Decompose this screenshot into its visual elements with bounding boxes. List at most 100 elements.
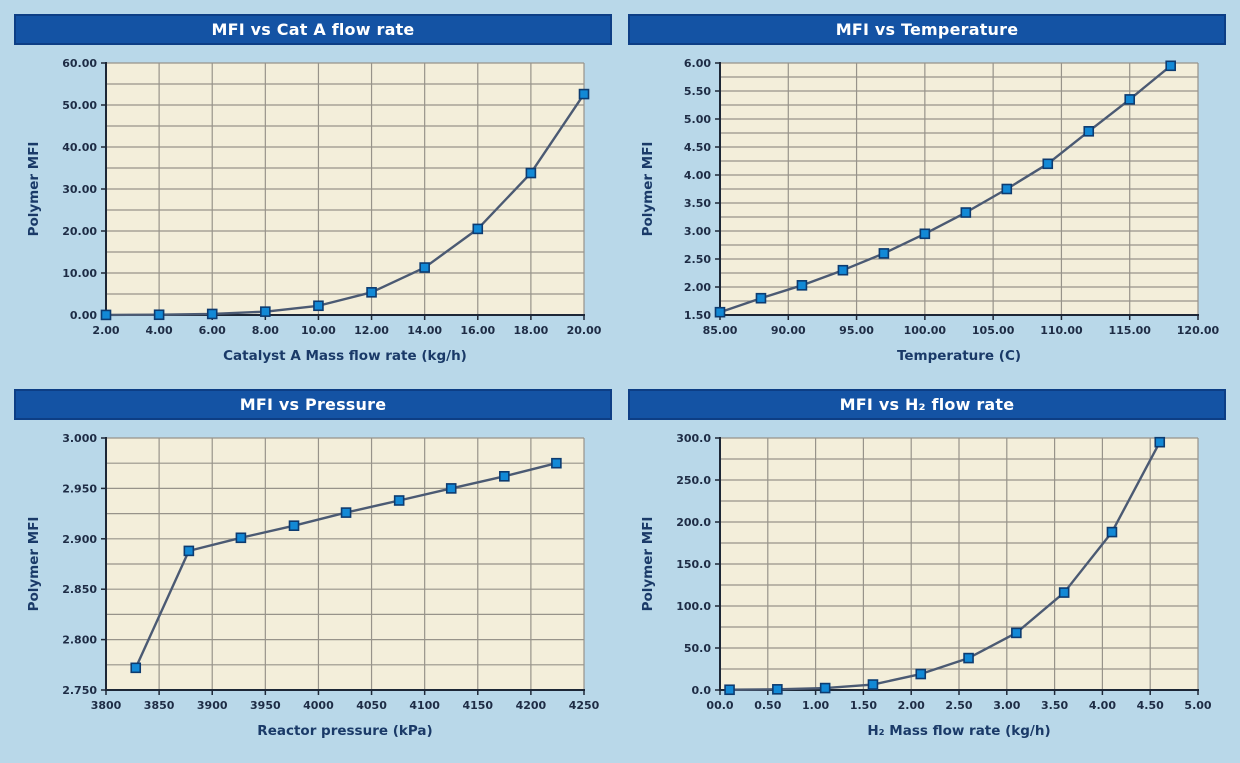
x-axis-title: Temperature (C): [897, 348, 1021, 364]
x-tick-label: 4200: [516, 699, 547, 712]
chart-title: MFI vs Cat A flow rate: [211, 20, 415, 39]
data-point-marker: [419, 262, 430, 273]
y-tick-label: 2.800: [62, 633, 97, 646]
x-tick-label: 8.00: [252, 324, 279, 337]
x-tick-label: 4000: [303, 699, 334, 712]
y-tick-label: 4.50: [684, 141, 711, 154]
y-tick-label: 60.00: [62, 57, 97, 70]
x-axis-title: Reactor pressure (kPa): [257, 723, 432, 739]
x-tick-label: 5.00: [1184, 699, 1211, 712]
series-line: [104, 92, 586, 317]
data-point-marker: [772, 683, 783, 695]
data-point-marker: [960, 207, 972, 218]
tick-marks: [101, 436, 585, 695]
x-tick-label: 3800: [91, 699, 122, 712]
x-tick-label: 16.00: [460, 324, 495, 337]
chart-canvas-cat-a-flow-rate: 2.00 4.00 6.00 8.00 10.00 12.00 14.00 16.00 18.0…: [26, 57, 602, 364]
data-point-marker: [867, 678, 879, 690]
y-tick-label: 30.00: [62, 183, 97, 196]
series-line: [728, 440, 1161, 691]
x-tick-label: 4.50: [1137, 699, 1164, 712]
data-point-marker: [919, 228, 931, 240]
x-tick-label: 105.00: [972, 324, 1015, 337]
data-point-marker: [915, 668, 927, 679]
y-tick-label: 3.000: [62, 432, 97, 445]
data-point-marker: [1165, 60, 1176, 72]
x-tick-label: 95.00: [839, 324, 874, 337]
y-tick-label: 2.900: [62, 532, 97, 545]
x-tick-label: 4250: [569, 699, 600, 712]
y-tick-label: 2.750: [62, 684, 97, 697]
y-tick-label: 250.0: [676, 474, 711, 487]
x-tick-label: 2.00: [92, 324, 119, 337]
y-axis-title: Polymer MFI: [26, 516, 42, 611]
series-markers: [100, 88, 590, 321]
data-point-marker: [313, 300, 324, 312]
chart-panel-temperature: MFI vs Temperature 85.00 90.00 95.00 100.00…: [628, 14, 1226, 375]
data-point-marker: [206, 308, 218, 320]
data-point-marker: [499, 470, 510, 482]
data-point-marker: [1083, 126, 1095, 137]
data-point-marker: [724, 683, 735, 695]
x-tick-label: 00.0: [706, 699, 733, 712]
data-point-marker: [366, 287, 377, 298]
x-tick-label: 18.00: [513, 324, 548, 337]
series-line: [718, 64, 1172, 314]
y-tick-label: 10.00: [62, 267, 97, 280]
data-point-marker: [578, 88, 590, 100]
chart-title-bar: MFI vs Cat A flow rate: [14, 14, 612, 45]
y-tick-label: 2.00: [684, 281, 711, 294]
x-tick-label: 2.00: [898, 699, 925, 712]
data-point-marker: [472, 223, 484, 235]
y-tick-label: 2.50: [684, 253, 711, 266]
y-tick-label: 6.00: [684, 57, 711, 70]
data-point-marker: [1011, 627, 1022, 638]
data-point-marker: [235, 531, 247, 543]
y-tick-label: 300.0: [676, 432, 711, 445]
y-tick-label: 1.50: [684, 309, 711, 322]
x-tick-label: 12.00: [354, 324, 389, 337]
x-tick-label: 0.50: [754, 699, 781, 712]
x-tick-label: 3950: [250, 699, 281, 712]
series-markers: [130, 457, 562, 673]
x-tick-label: 1.00: [802, 699, 829, 712]
y-tick-label: 40.00: [62, 141, 97, 154]
y-tick-label: 2.950: [62, 482, 97, 495]
data-point-marker: [260, 306, 271, 317]
gridlines: [719, 436, 1199, 691]
data-point-marker: [551, 457, 562, 469]
x-tick-label: 10.00: [301, 324, 336, 337]
x-tick-label: 4150: [462, 699, 493, 712]
x-axis-title: Catalyst A Mass flow rate (kg/h): [223, 348, 467, 364]
chart-canvas-h2-flow-rate: 00.0 0.50 1.00 1.50 2.00 2.50 3.00 3.50 4.00 4.50…: [640, 432, 1212, 739]
x-tick-label: 4050: [356, 699, 387, 712]
x-tick-label: 115.00: [1108, 324, 1151, 337]
data-point-marker: [1042, 158, 1054, 170]
y-tick-label: 200.0: [676, 516, 711, 529]
data-point-marker: [1106, 526, 1118, 537]
x-tick-label: 3850: [144, 699, 175, 712]
data-point-marker: [153, 309, 165, 321]
x-tick-label: 110.00: [1040, 324, 1083, 337]
data-point-marker: [796, 280, 808, 291]
y-tick-label: 2.850: [62, 583, 97, 596]
x-tick-label: 90.00: [771, 324, 806, 337]
chart-canvas-pressure: 3800 3850 3900 3950 4000 4050 4100 4150 4200 4250…: [26, 432, 600, 739]
y-tick-label: 0.0: [692, 684, 712, 697]
y-tick-label: 3.50: [684, 197, 711, 210]
y-tick-label: 100.0: [676, 600, 711, 613]
x-tick-label: 4.00: [1089, 699, 1116, 712]
data-point-marker: [393, 494, 405, 506]
data-point-marker: [1154, 436, 1166, 447]
data-point-marker: [130, 662, 142, 673]
x-tick-label: 100.00: [904, 324, 947, 337]
data-point-marker: [1124, 94, 1136, 105]
chart-panel-cat-a-flow-rate: MFI vs Cat A flow rate 2.00 4.00 6.00 8.00 1…: [14, 14, 612, 375]
data-point-marker: [100, 309, 112, 321]
x-tick-label: 120.00: [1177, 324, 1220, 337]
chart-panel-h2-flow-rate: MFI vs H₂ flow rate 00.0 0.50 1.00 1.50 2.00…: [628, 388, 1226, 750]
data-point-marker: [1001, 183, 1013, 195]
data-point-marker: [1058, 586, 1070, 598]
y-tick-label: 50.0: [684, 642, 711, 655]
x-axis-title: H₂ Mass flow rate (kg/h): [867, 723, 1050, 739]
